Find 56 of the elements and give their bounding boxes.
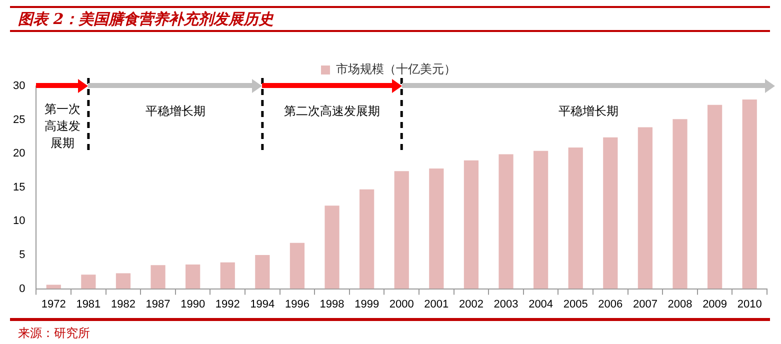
x-tick-label: 1972 <box>41 298 66 310</box>
source-note: 来源：研究所 <box>10 318 770 344</box>
bar <box>290 242 305 289</box>
bar <box>81 274 96 289</box>
x-tick-label: 1994 <box>250 298 275 310</box>
y-tick-label: 10 <box>12 215 26 228</box>
legend-label: 市场规模（十亿美元） <box>336 62 456 76</box>
x-tick-label: 2001 <box>424 298 449 310</box>
x-tick-label: 1987 <box>146 298 170 310</box>
bar <box>603 137 618 289</box>
bar <box>150 265 166 289</box>
bar <box>46 284 61 289</box>
annotation: 第一次高速发展期 <box>44 102 80 150</box>
y-tick-label: 5 <box>19 249 26 262</box>
bar <box>429 168 444 289</box>
x-tick-label: 1992 <box>215 298 240 310</box>
x-tick-label: 1999 <box>354 298 380 310</box>
chart-title: 图表 2：美国膳食营养补充剂发展历史 <box>10 6 770 32</box>
x-tick-label: 2000 <box>389 298 414 310</box>
annotation: 第二次高速发展期 <box>284 104 380 118</box>
x-tick-label: 1981 <box>76 298 101 310</box>
bar <box>742 100 757 289</box>
bar <box>394 171 409 289</box>
x-tick-label: 2003 <box>494 298 518 310</box>
annotation: 平稳增长期 <box>558 104 618 118</box>
bar <box>255 255 270 289</box>
y-tick-label: 0 <box>19 282 26 295</box>
bar <box>116 273 131 289</box>
bar <box>707 104 722 289</box>
x-tick-label: 1990 <box>180 298 206 310</box>
bar <box>534 150 548 289</box>
x-tick-label: 2006 <box>598 298 623 310</box>
bar <box>324 206 340 289</box>
bar <box>498 154 514 289</box>
x-tick-label: 2007 <box>632 298 658 310</box>
bar <box>638 127 653 289</box>
x-tick-label: 2010 <box>737 298 762 310</box>
x-tick-label: 2008 <box>668 298 692 310</box>
x-tick-label: 2005 <box>563 298 588 310</box>
bar <box>360 189 374 289</box>
x-tick-label: 1996 <box>284 298 310 310</box>
x-tick-label: 1982 <box>110 298 136 310</box>
y-tick-label: 30 <box>12 80 26 92</box>
y-tick-label: 20 <box>12 148 26 160</box>
y-tick-label: 25 <box>12 114 26 126</box>
x-tick-label: 1998 <box>320 298 344 310</box>
bar <box>464 160 479 289</box>
bar <box>186 264 200 289</box>
bar <box>220 262 235 289</box>
x-tick-label: 2004 <box>528 298 554 310</box>
y-tick-label: 15 <box>12 181 26 194</box>
bar <box>568 148 583 289</box>
bar <box>672 119 688 289</box>
annotation: 平稳增长期 <box>145 104 206 118</box>
x-tick-label: 2009 <box>702 298 728 310</box>
x-tick-label: 2002 <box>458 298 484 310</box>
